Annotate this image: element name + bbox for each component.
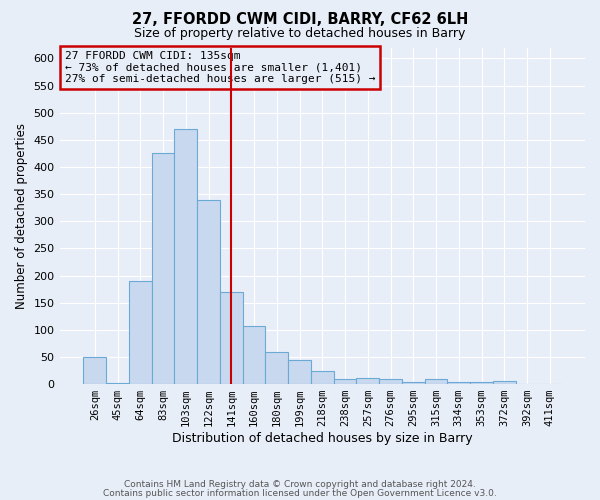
Text: Contains public sector information licensed under the Open Government Licence v3: Contains public sector information licen…	[103, 488, 497, 498]
Bar	[265, 352, 288, 384]
Text: Size of property relative to detached houses in Barry: Size of property relative to detached ho…	[134, 28, 466, 40]
Bar	[106, 383, 129, 384]
Bar	[83, 357, 106, 384]
Bar	[334, 378, 356, 384]
Bar	[379, 378, 402, 384]
Text: 27, FFORDD CWM CIDI, BARRY, CF62 6LH: 27, FFORDD CWM CIDI, BARRY, CF62 6LH	[132, 12, 468, 28]
Bar	[152, 154, 175, 384]
Bar	[448, 382, 470, 384]
Bar	[175, 129, 197, 384]
Bar	[470, 382, 493, 384]
Text: 27 FFORDD CWM CIDI: 135sqm
← 73% of detached houses are smaller (1,401)
27% of s: 27 FFORDD CWM CIDI: 135sqm ← 73% of deta…	[65, 51, 375, 84]
Bar	[425, 378, 448, 384]
Bar	[493, 382, 515, 384]
Text: Contains HM Land Registry data © Crown copyright and database right 2024.: Contains HM Land Registry data © Crown c…	[124, 480, 476, 489]
Bar	[220, 292, 242, 384]
Bar	[197, 200, 220, 384]
Bar	[311, 370, 334, 384]
Bar	[129, 281, 152, 384]
Bar	[402, 382, 425, 384]
Y-axis label: Number of detached properties: Number of detached properties	[15, 123, 28, 309]
Bar	[288, 360, 311, 384]
X-axis label: Distribution of detached houses by size in Barry: Distribution of detached houses by size …	[172, 432, 473, 445]
Bar	[356, 378, 379, 384]
Bar	[242, 326, 265, 384]
